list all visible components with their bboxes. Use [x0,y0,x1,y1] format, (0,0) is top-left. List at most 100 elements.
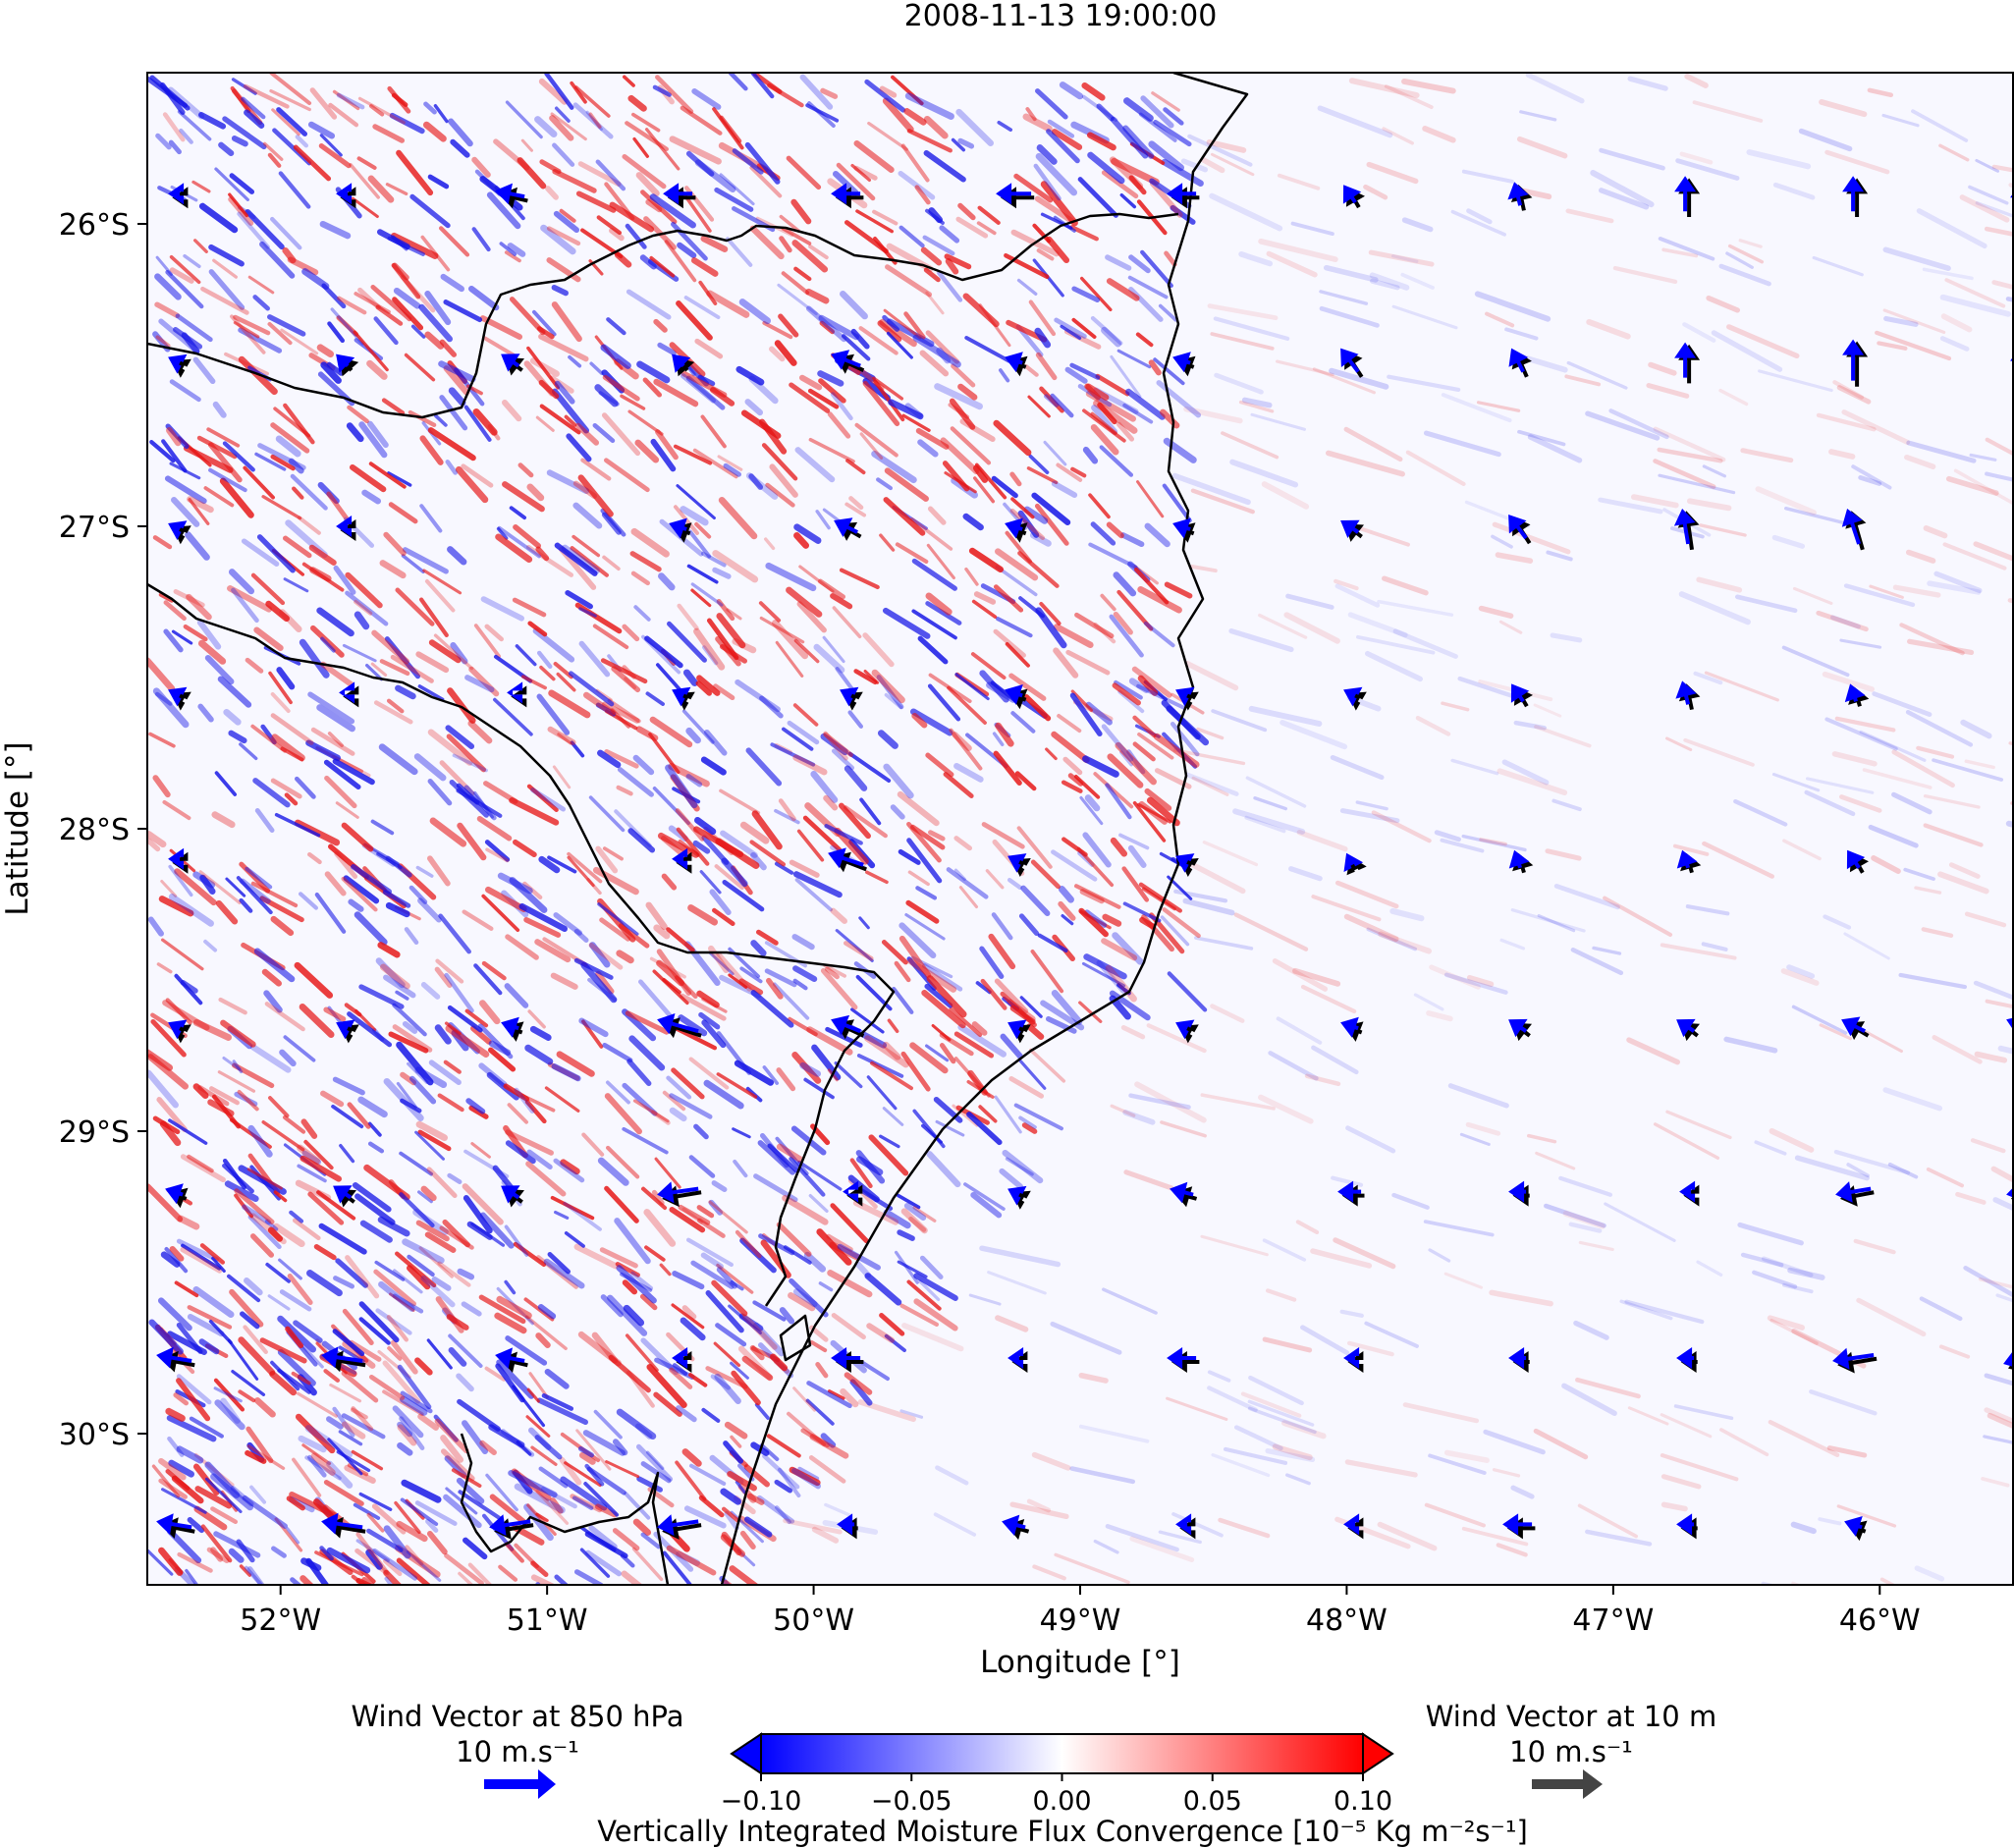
field-streak [1125,388,1166,420]
field-streak [925,208,945,225]
field-streak [152,775,171,798]
field-streak [370,819,395,836]
field-streak [583,1482,620,1517]
field-streak [553,912,582,936]
field-streak [575,1429,612,1471]
field-streak [1824,717,1898,751]
field-streak [188,498,210,525]
field-streak [323,1369,341,1383]
field-streak [782,727,814,751]
wind-arrow [837,1513,855,1536]
field-streak [774,1479,792,1494]
field-streak [319,220,352,240]
field-streak [1769,1127,1815,1153]
field-streak [513,1241,547,1268]
field-streak [691,88,722,110]
field-streak [329,1383,362,1403]
field-streak [993,628,1026,658]
field-streak [1953,468,2013,506]
wind-arrow [1170,187,1200,209]
field-streak [1853,1238,1896,1255]
field-streak [997,120,1013,132]
field-streak [790,1125,827,1156]
field-streak [864,79,906,113]
wind-arrow [831,1014,861,1036]
field-streak [1211,709,1268,733]
field-streak [752,1300,787,1322]
field-streak [1648,361,1677,376]
field-streak [445,725,475,749]
field-streak [883,763,914,799]
field-streak [440,1435,464,1463]
field-streak [152,535,173,550]
field-streak [1105,254,1132,271]
field-streak [502,481,545,513]
field-streak [1701,942,1728,951]
field-streak [1082,832,1112,868]
field-streak [815,1362,829,1379]
field-streak [192,356,216,385]
field-streak [761,443,798,481]
wind-arrow [339,681,355,704]
field-streak [1101,326,1121,348]
field-streak [775,1136,809,1175]
field-streak [1247,1406,1317,1435]
field-streak [756,1495,795,1524]
field-streak [1368,249,1435,267]
field-streak [187,1517,205,1534]
field-streak [293,1320,323,1343]
field-streak [1562,1210,1606,1229]
field-streak [174,868,217,906]
field-streak [270,216,302,250]
field-streak [470,1142,491,1159]
field-streak [1836,385,1872,405]
field-streak [640,190,678,225]
y-axis-label: Latitude [°] [0,741,35,915]
wind-arrow [165,1183,184,1205]
field-streak [685,375,726,410]
field-streak [263,990,283,1013]
field-streak [693,1123,709,1140]
field-streak [1190,488,1255,515]
field-streak [794,447,836,483]
field-streak [509,877,548,913]
field-streak [241,538,280,567]
field-streak [1424,1502,1486,1528]
field-streak [624,1492,651,1520]
field-streak [703,1079,744,1110]
field-streak [204,1461,241,1498]
field-streak [375,1308,412,1335]
field-streak [731,1370,761,1406]
field-streak [203,486,235,508]
field-streak [1544,1203,1606,1228]
field-streak [602,1042,633,1063]
field-streak [823,963,846,978]
field-streak [883,308,922,340]
field-streak [1892,584,1941,598]
field-streak [387,471,412,487]
field-streak [183,253,201,269]
field-streak [1277,173,1321,190]
field-streak [292,1218,321,1241]
field-streak [253,626,284,652]
wind-arrow [1842,176,1865,212]
field-streak [488,1047,517,1072]
field-streak [384,1576,394,1585]
field-streak [872,376,904,401]
field-streak [818,378,846,404]
colorbar-low-extend [730,1732,762,1775]
field-streak [937,270,963,302]
field-streak [552,169,597,193]
plot-area [147,73,2013,1585]
field-streak [1653,1122,1720,1160]
field-streak [912,1109,946,1149]
field-streak [750,851,767,871]
field-streak [1207,303,1279,321]
field-streak [166,427,182,447]
wind-arrow [669,517,687,539]
field-streak [718,496,758,540]
field-streak [577,474,614,517]
field-streak [1040,181,1078,227]
wind-arrow [834,517,858,537]
field-streak [158,896,194,917]
